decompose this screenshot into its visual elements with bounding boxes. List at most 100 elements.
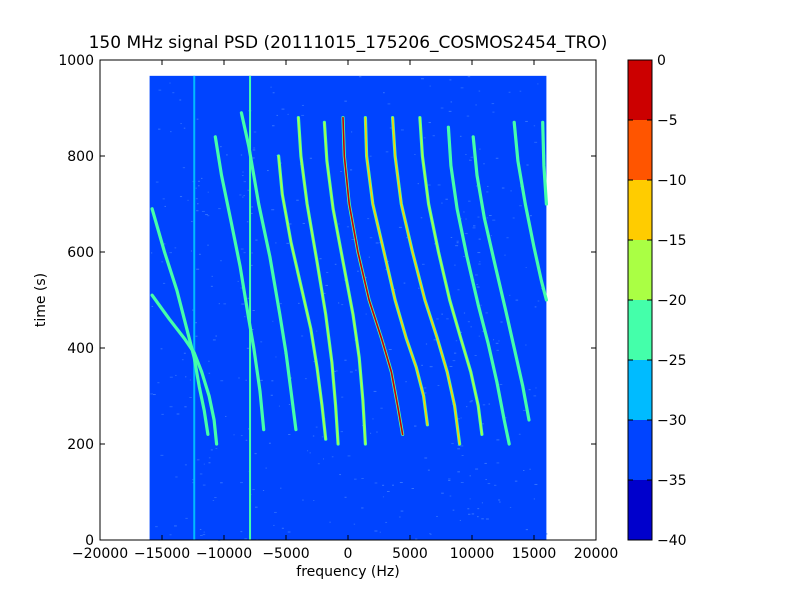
noise-speck bbox=[319, 258, 322, 260]
noise-speck bbox=[493, 339, 495, 341]
noise-speck bbox=[252, 157, 255, 159]
noise-speck bbox=[423, 387, 427, 389]
noise-speck bbox=[472, 225, 476, 227]
noise-speck bbox=[457, 418, 460, 420]
x-tick-label: −20000 bbox=[72, 546, 128, 562]
noise-speck bbox=[477, 508, 480, 510]
trace-9 bbox=[363, 116, 429, 427]
noise-speck bbox=[313, 500, 315, 502]
noise-speck bbox=[441, 313, 443, 315]
noise-speck bbox=[325, 284, 328, 286]
noise-speck bbox=[175, 476, 178, 478]
noise-speck bbox=[316, 330, 318, 332]
noise-speck bbox=[432, 135, 435, 137]
noise-speck bbox=[339, 474, 342, 476]
noise-speck bbox=[512, 217, 515, 219]
noise-speck bbox=[482, 423, 484, 425]
noise-speck bbox=[338, 223, 340, 225]
trace-core bbox=[342, 116, 404, 436]
noise-speck bbox=[279, 303, 282, 305]
noise-speck bbox=[220, 482, 223, 484]
noise-speck bbox=[240, 482, 243, 484]
noise-speck bbox=[537, 83, 539, 85]
trace-core bbox=[323, 121, 367, 445]
noise-speck bbox=[452, 360, 456, 362]
noise-speck bbox=[533, 498, 535, 500]
noise-speck bbox=[460, 481, 464, 483]
noise-speck bbox=[475, 104, 477, 106]
trace-14 bbox=[512, 120, 548, 302]
noise-speck bbox=[252, 489, 255, 491]
noise-speck bbox=[375, 242, 379, 244]
noise-speck bbox=[174, 525, 177, 527]
noise-speck bbox=[260, 341, 263, 343]
noise-speck bbox=[189, 379, 191, 381]
noise-speck bbox=[240, 154, 243, 156]
noise-speck bbox=[195, 198, 198, 200]
noise-speck bbox=[174, 247, 177, 249]
noise-speck bbox=[441, 492, 444, 494]
noise-speck bbox=[212, 339, 216, 341]
noise-speck bbox=[434, 243, 436, 245]
noise-speck bbox=[383, 92, 385, 94]
noise-speck bbox=[215, 448, 218, 450]
noise-speck bbox=[534, 306, 537, 308]
noise-speck bbox=[199, 528, 202, 530]
noise-speck bbox=[467, 321, 470, 323]
x-tick-label: −10000 bbox=[196, 546, 252, 562]
noise-speck bbox=[525, 267, 527, 269]
noise-speck bbox=[488, 403, 490, 405]
x-tick-label: −5000 bbox=[262, 546, 309, 562]
noise-speck bbox=[275, 356, 277, 358]
noise-speck bbox=[540, 288, 543, 290]
noise-speck bbox=[467, 76, 471, 78]
noise-speck bbox=[155, 526, 158, 528]
trace-15 bbox=[541, 120, 548, 206]
noise-speck bbox=[196, 459, 200, 461]
noise-speck bbox=[421, 78, 424, 80]
noise-speck bbox=[155, 181, 159, 183]
noise-speck bbox=[353, 523, 356, 525]
noise-speck bbox=[196, 118, 199, 120]
noise-speck bbox=[450, 101, 453, 103]
noise-speck bbox=[422, 263, 425, 265]
colorbar-tick-label: −35 bbox=[657, 473, 687, 489]
noise-speck bbox=[400, 129, 404, 131]
noise-speck bbox=[344, 359, 347, 361]
noise-speck bbox=[509, 506, 512, 508]
noise-speck bbox=[169, 82, 171, 84]
trace-10 bbox=[391, 116, 462, 446]
noise-speck bbox=[427, 469, 430, 471]
noise-speck bbox=[218, 303, 220, 305]
noise-speck bbox=[448, 478, 451, 480]
noise-speck bbox=[494, 484, 497, 486]
noise-speck bbox=[151, 305, 154, 307]
noise-speck bbox=[249, 264, 253, 266]
noise-speck bbox=[208, 462, 211, 464]
noise-speck bbox=[205, 214, 208, 216]
noise-speck bbox=[463, 256, 465, 258]
noise-speck bbox=[321, 436, 324, 438]
noise-speck bbox=[280, 487, 282, 489]
noise-speck bbox=[197, 180, 201, 182]
noise-speck bbox=[254, 506, 258, 508]
noise-speck bbox=[414, 425, 417, 427]
noise-speck bbox=[482, 330, 485, 332]
noise-speck bbox=[276, 114, 279, 116]
noise-speck bbox=[350, 169, 353, 171]
noise-speck bbox=[545, 533, 548, 535]
noise-speck bbox=[387, 260, 390, 262]
noise-speck bbox=[491, 103, 495, 105]
noise-speck bbox=[429, 533, 431, 535]
colorbar-tick-label: −15 bbox=[657, 233, 687, 249]
noise-speck bbox=[472, 227, 476, 229]
noise-speck bbox=[288, 404, 291, 406]
noise-speck bbox=[534, 141, 538, 143]
noise-speck bbox=[244, 538, 248, 540]
noise-speck bbox=[498, 340, 500, 342]
trace-2 bbox=[150, 293, 219, 446]
noise-speck bbox=[226, 154, 228, 156]
colorbar-tick-label: −40 bbox=[657, 533, 687, 549]
trace-11 bbox=[418, 116, 484, 436]
noise-speck bbox=[254, 453, 257, 455]
